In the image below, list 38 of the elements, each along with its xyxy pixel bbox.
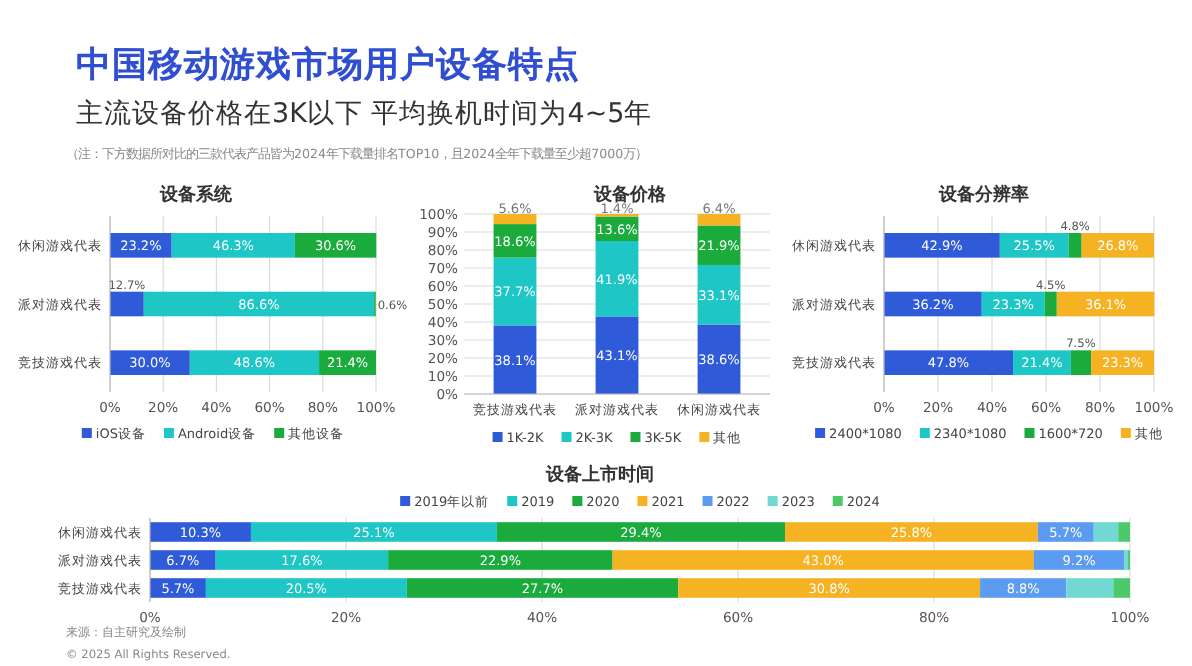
bar bbox=[612, 550, 1034, 570]
bar bbox=[1118, 522, 1130, 542]
bar bbox=[595, 316, 639, 394]
chart-title: 设备上市时间 bbox=[544, 464, 654, 486]
bar bbox=[250, 522, 497, 542]
bar bbox=[205, 578, 407, 598]
bar bbox=[1068, 233, 1082, 258]
bar bbox=[884, 233, 1000, 258]
bar bbox=[388, 550, 613, 570]
chart-title: 设备分辨率 bbox=[937, 184, 1029, 206]
bar bbox=[678, 578, 981, 598]
bar bbox=[143, 291, 375, 317]
text: 中国移动游戏市场用户设备特点 bbox=[76, 44, 580, 86]
bar bbox=[171, 233, 295, 258]
bar bbox=[496, 522, 786, 542]
bar bbox=[215, 550, 389, 570]
bar bbox=[1113, 578, 1130, 598]
bar bbox=[1070, 350, 1092, 375]
bar bbox=[189, 350, 320, 375]
bar bbox=[493, 257, 537, 326]
bar bbox=[697, 214, 741, 226]
bar bbox=[406, 578, 679, 598]
chart-title: 设备价格 bbox=[592, 184, 668, 206]
bar bbox=[697, 264, 741, 325]
chart-title: 设备系统 bbox=[158, 184, 234, 206]
bar bbox=[493, 214, 537, 225]
bar bbox=[884, 350, 1014, 375]
bar bbox=[150, 522, 251, 542]
bar bbox=[1066, 578, 1114, 598]
bar bbox=[595, 241, 639, 317]
bar bbox=[1093, 522, 1119, 542]
bar bbox=[110, 291, 144, 317]
text: 主流设备价格在3K以下 平均换机时间为4~5年 bbox=[76, 98, 653, 130]
bar bbox=[980, 578, 1067, 598]
bar bbox=[1044, 291, 1057, 317]
bar bbox=[493, 325, 537, 394]
bar bbox=[785, 522, 1038, 542]
bar bbox=[1033, 550, 1125, 570]
